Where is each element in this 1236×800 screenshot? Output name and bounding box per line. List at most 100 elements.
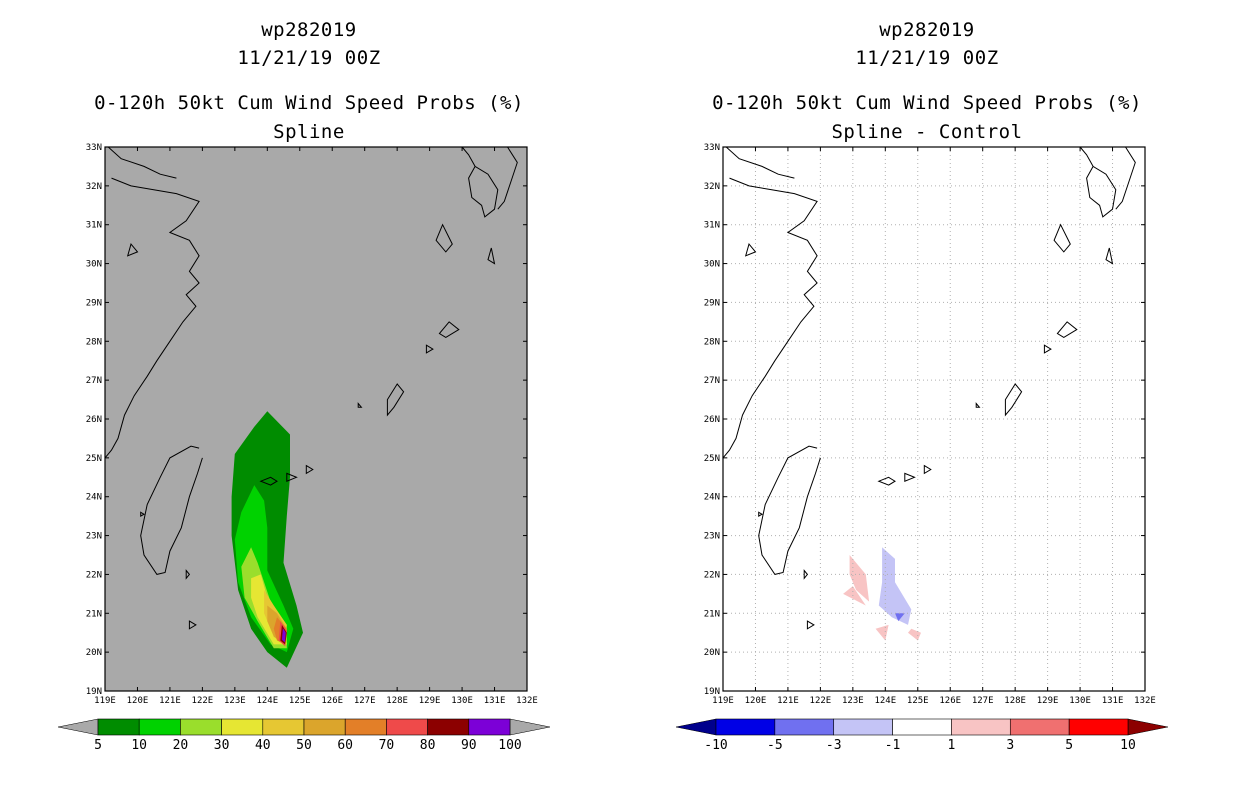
- coastlines: [722, 146, 1136, 630]
- lon-tick-label: 124E: [256, 696, 278, 706]
- lat-tick-label: 28N: [704, 337, 720, 347]
- island-outline: [140, 511, 146, 517]
- datetime-title: 11/21/19 00Z: [855, 47, 999, 69]
- colorbar-swatch: [97, 718, 140, 736]
- island-outline: [1043, 344, 1052, 354]
- colorbar-label: -10: [704, 738, 727, 753]
- contour-region-10: [234, 485, 294, 653]
- panel-subtitle: Spline - Control: [831, 121, 1023, 143]
- island-outline: [259, 476, 278, 486]
- island-outline: [923, 464, 932, 475]
- lon-tick-label: 125E: [289, 696, 311, 706]
- lat-tick-label: 24N: [704, 493, 720, 503]
- lat-tick-label: 32N: [86, 182, 102, 192]
- lat-tick-label: 22N: [704, 570, 720, 580]
- island-outline: [806, 620, 815, 630]
- colorbar-label: 5: [94, 738, 102, 753]
- colorbar-swatch: [715, 718, 776, 736]
- colorbar-label: -5: [767, 738, 783, 753]
- lat-tick-label: 19N: [704, 687, 720, 697]
- lon-tick-label: 124E: [874, 696, 896, 706]
- lon-tick-label: 119E: [94, 696, 116, 706]
- lon-tick-label: 122E: [192, 696, 214, 706]
- lon-tick-label: 121E: [777, 696, 799, 706]
- colorbar-swatch: [180, 718, 222, 736]
- coastline-japanNE: [1079, 146, 1117, 218]
- island-outline: [438, 321, 460, 338]
- colorbar-under-triangle: [57, 718, 99, 736]
- lat-tick-label: 21N: [86, 609, 102, 619]
- lon-tick-label: 126E: [939, 696, 961, 706]
- colorbar-label: 90: [461, 738, 477, 753]
- island-outline: [386, 383, 405, 417]
- colorbar-label: 100: [498, 738, 521, 753]
- island-outline: [425, 344, 434, 354]
- colorbar-label: -1: [885, 738, 901, 753]
- colorbar-swatch: [427, 718, 470, 736]
- colorbar-label: 30: [214, 738, 230, 753]
- lon-tick-label: 120E: [127, 696, 149, 706]
- island-outline: [758, 511, 764, 517]
- coastline-japanNE2: [497, 146, 518, 210]
- lon-tick-label: 119E: [712, 696, 734, 706]
- coastline-taiwan: [758, 445, 821, 575]
- lat-tick-label: 33N: [704, 143, 720, 153]
- lon-tick-label: 130E: [1069, 696, 1091, 706]
- map-background: [723, 147, 1145, 691]
- colorbar-swatch: [833, 718, 893, 736]
- island-outline: [305, 464, 314, 475]
- contour-region-100: [281, 628, 286, 643]
- colorbar-label: 3: [1006, 738, 1014, 753]
- lat-tick-label: 28N: [86, 337, 102, 347]
- colorbar-swatch: [221, 718, 264, 736]
- colorbar-swatch: [303, 718, 346, 736]
- coastlines: [104, 146, 518, 630]
- colorbar-swatch: [774, 718, 835, 736]
- lat-tick-label: 31N: [86, 221, 102, 231]
- colorbar-swatch: [1009, 718, 1070, 736]
- island-outline: [185, 569, 191, 580]
- lon-tick-label: 128E: [1004, 696, 1026, 706]
- colorbar-label: 70: [379, 738, 395, 753]
- colorbar-label: 60: [337, 738, 353, 753]
- coastline-china: [104, 177, 200, 459]
- coastline-chinaNorth: [107, 146, 177, 179]
- lon-tick-label: 125E: [907, 696, 929, 706]
- contour-region-neg3: [895, 613, 905, 622]
- coastline-chinaNorth: [725, 146, 795, 179]
- lat-tick-label: 27N: [704, 376, 720, 386]
- colorbar-swatch: [468, 718, 511, 736]
- coastline-taiwan: [140, 445, 203, 575]
- lat-tick-label: 33N: [86, 143, 102, 153]
- storm-id-title: wp282019: [879, 19, 975, 41]
- island-outline: [744, 243, 757, 257]
- lon-tick-label: 120E: [745, 696, 767, 706]
- lon-tick-label: 131E: [1102, 696, 1124, 706]
- colorbar-label: 10: [1120, 738, 1136, 753]
- lon-tick-label: 130E: [451, 696, 473, 706]
- lon-tick-label: 122E: [810, 696, 832, 706]
- island-outline: [877, 476, 896, 486]
- colorbar: -10 -5 -3 -1 1 3 5 10: [675, 718, 1169, 753]
- storm-id-title: wp282019: [261, 19, 357, 41]
- colorbar-label: 10: [131, 738, 147, 753]
- colorbar-swatch: [386, 718, 428, 736]
- lon-tick-label: 132E: [1134, 696, 1156, 706]
- lat-tick-label: 19N: [86, 687, 102, 697]
- lat-tick-label: 22N: [86, 570, 102, 580]
- lon-tick-label: 132E: [516, 696, 538, 706]
- island-outline: [803, 569, 809, 580]
- product-title: 0-120h 50kt Cum Wind Speed Probs (%): [712, 92, 1142, 114]
- difference-map: 119E 120E 121E 122E 123E 124E 125E 126E 127E 128E…: [675, 143, 1169, 753]
- lon-tick-label: 129E: [1037, 696, 1059, 706]
- contour-region-1: [875, 624, 889, 641]
- lat-tick-label: 20N: [704, 648, 720, 658]
- coastline-china: [722, 177, 818, 459]
- lat-tick-label: 25N: [86, 454, 102, 464]
- colorbar: 5 10 20 30 40 50 60 70 80 90 100: [57, 718, 551, 753]
- colorbar-swatch: [892, 718, 952, 736]
- lat-tick-label: 21N: [704, 609, 720, 619]
- lat-tick-label: 26N: [86, 415, 102, 425]
- colorbar-label: 20: [173, 738, 189, 753]
- lat-tick-label: 32N: [704, 182, 720, 192]
